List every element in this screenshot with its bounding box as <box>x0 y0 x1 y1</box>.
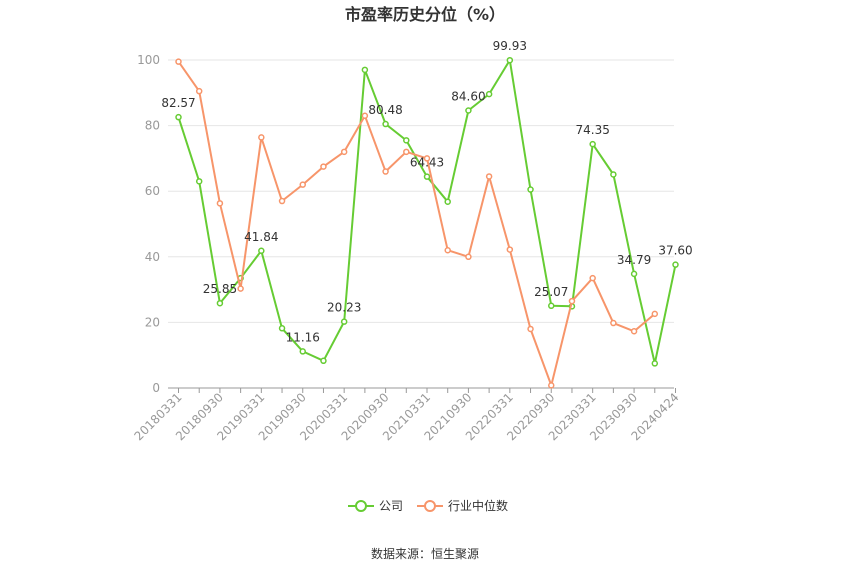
data-point <box>361 112 369 120</box>
data-label: 11.16 <box>286 330 320 344</box>
series-line-industry-median <box>177 61 656 387</box>
data-point <box>278 325 286 332</box>
data-point <box>589 140 596 148</box>
data-point <box>506 246 514 253</box>
data-point <box>465 253 472 261</box>
y-tick-label: 60 <box>145 184 160 198</box>
data-point <box>237 285 244 292</box>
data-point <box>340 318 348 325</box>
data-point <box>175 113 182 121</box>
data-point <box>403 148 410 156</box>
axes: 0204060801002018033120180930201903312019… <box>132 53 682 443</box>
data-point <box>423 155 431 162</box>
data-point <box>175 58 182 65</box>
data-point <box>527 186 534 193</box>
data-label: 99.93 <box>493 39 527 53</box>
data-point <box>340 148 348 156</box>
gridlines <box>168 59 674 323</box>
data-label: 82.57 <box>161 96 195 110</box>
data-point <box>548 302 555 310</box>
legend-item-industry-median[interactable]: 行业中位数 <box>417 498 508 513</box>
data-point <box>485 90 493 98</box>
data-point <box>630 270 638 278</box>
data-label: 37.60 <box>658 244 692 258</box>
data-label: 20.23 <box>327 301 361 315</box>
data-point <box>630 328 638 335</box>
data-point <box>278 197 286 205</box>
legend-label: 行业中位数 <box>448 498 508 513</box>
data-point <box>320 163 327 170</box>
data-point <box>548 382 555 389</box>
data-point <box>610 319 617 327</box>
data-point <box>361 66 369 74</box>
data-point <box>610 171 617 178</box>
legend-marker-icon <box>424 500 436 512</box>
legend-label: 公司 <box>379 499 403 513</box>
chart-title: 市盈率历史分位（%） <box>345 5 505 24</box>
data-point <box>382 168 389 175</box>
data-point <box>195 178 203 185</box>
data-point <box>465 107 472 114</box>
data-point <box>672 261 679 268</box>
y-tick-label: 20 <box>145 315 160 329</box>
y-tick-label: 40 <box>145 250 160 264</box>
data-point <box>258 134 265 141</box>
data-point <box>444 246 451 254</box>
data-point <box>485 173 493 180</box>
data-label: 74.35 <box>575 123 609 137</box>
series-layer <box>175 56 679 389</box>
data-point <box>382 120 389 128</box>
data-point <box>258 247 265 255</box>
data-label: 41.84 <box>244 230 278 244</box>
source-note: 数据来源：恒生聚源 <box>371 546 479 561</box>
data-point <box>527 325 534 333</box>
data-point <box>651 360 659 367</box>
data-point <box>444 198 451 205</box>
data-labels: 82.57 25.85 41.84 11.16 20.23 80.48 64.43 84.60… <box>161 39 692 344</box>
data-label: 34.79 <box>617 253 651 267</box>
data-point <box>320 357 327 365</box>
legend-marker-icon <box>355 500 367 512</box>
legend[interactable]: 公司 行业中位数 <box>348 498 508 513</box>
data-point <box>423 173 431 180</box>
data-point <box>216 200 224 207</box>
data-label: 25.85 <box>203 282 237 296</box>
data-point <box>651 310 659 318</box>
y-tick-label: 80 <box>145 119 160 133</box>
data-point <box>568 297 576 305</box>
data-label: 80.48 <box>368 103 402 117</box>
data-point <box>299 181 306 188</box>
data-point <box>589 274 596 282</box>
data-label: 25.07 <box>534 285 568 299</box>
y-tick-label: 0 <box>152 381 160 395</box>
data-point <box>403 137 410 144</box>
data-label: 84.60 <box>451 90 485 104</box>
data-point <box>195 87 203 95</box>
legend-item-company[interactable]: 公司 <box>348 499 403 513</box>
series-line-company <box>177 59 677 365</box>
data-point <box>299 348 306 355</box>
y-tick-label: 100 <box>137 53 160 67</box>
data-label: 64.43 <box>410 156 444 170</box>
data-point <box>506 56 514 64</box>
data-point <box>216 299 224 307</box>
